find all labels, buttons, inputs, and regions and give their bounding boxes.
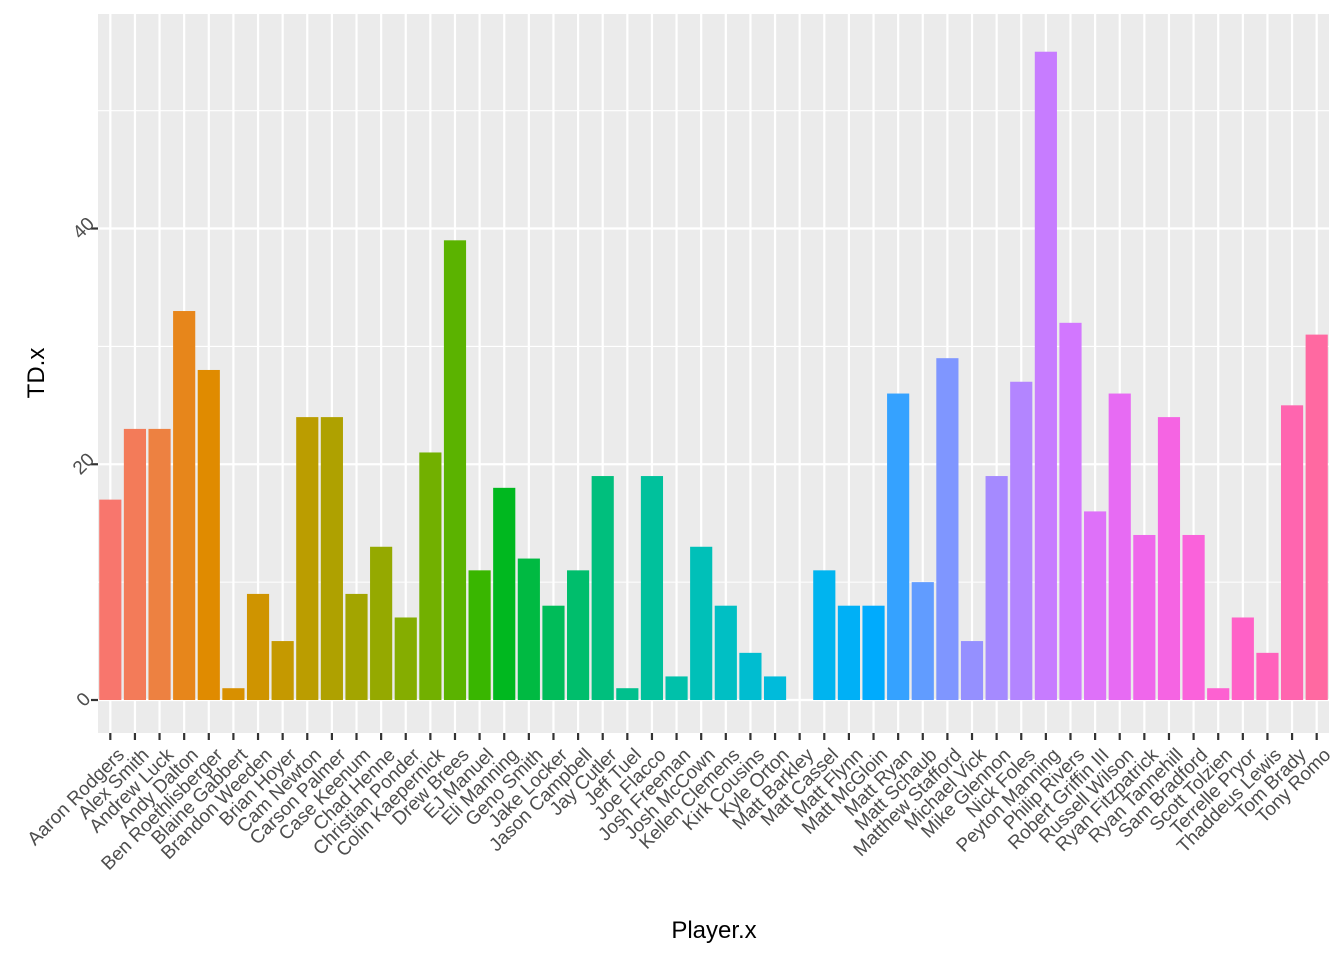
bar-drew-brees — [443, 240, 467, 700]
bar-brandon-weeden — [246, 593, 270, 700]
bar-mike-glennon — [985, 476, 1008, 700]
bar-matt-cassel — [813, 570, 836, 700]
bar-kirk-cousins — [739, 652, 762, 700]
bar-christian-ponder — [394, 617, 417, 700]
bar-russell-wilson — [1108, 393, 1131, 700]
bar-matthew-stafford — [936, 358, 959, 700]
bar-matt-mcgloin — [862, 605, 885, 700]
bar-ryan-tannehill — [1157, 417, 1181, 700]
bar-joe-flacco — [640, 476, 664, 700]
bar-aaron-rodgers — [99, 499, 122, 700]
bar-jason-campbell — [567, 570, 590, 700]
bar-philip-rivers — [1059, 322, 1082, 700]
bar-nick-foles — [1010, 381, 1033, 700]
bar-kyle-orton — [763, 676, 787, 700]
bar-tom-brady — [1280, 405, 1304, 700]
bar-scott-tolzien — [1207, 688, 1230, 700]
bar-case-keenum — [345, 593, 368, 700]
bar-jeff-tuel — [616, 688, 639, 700]
bar-jake-locker — [542, 605, 565, 700]
bar-brian-hoyer — [271, 641, 294, 700]
bar-tony-romo — [1305, 334, 1328, 700]
x-axis-title: Player.x — [671, 917, 756, 944]
bar-ryan-fitzpatrick — [1133, 534, 1156, 700]
bar-eli-manning — [493, 487, 516, 700]
bar-colin-kaepernick — [419, 452, 442, 700]
bar-ben-roethlisberger — [197, 369, 220, 700]
bar-josh-mccown — [690, 546, 713, 700]
bar-josh-freeman — [665, 676, 688, 700]
bar-terrelle-pryor — [1231, 617, 1254, 700]
bar-carson-palmer — [320, 417, 343, 700]
bar-robert-griffin-iii — [1084, 511, 1107, 700]
bar-thaddeus-lewis — [1256, 652, 1279, 700]
bar-matt-flynn — [837, 605, 860, 700]
bar-cam-newton — [296, 417, 319, 700]
bars — [99, 51, 1328, 700]
y-tick-label: 40 — [69, 214, 99, 244]
bar-geno-smith — [517, 558, 540, 700]
bar-matt-schaub — [911, 582, 934, 700]
bar-kellen-clemens — [714, 605, 737, 700]
bar-peyton-manning — [1034, 51, 1057, 700]
y-axis-title: TD.x — [23, 348, 50, 399]
bar-andrew-luck — [148, 428, 171, 700]
bar-matt-ryan — [887, 393, 910, 700]
bar-ej-manuel — [468, 570, 491, 700]
bar-blaine-gabbert — [222, 688, 245, 700]
bar-alex-smith — [123, 428, 147, 700]
bar-chad-henne — [370, 546, 393, 700]
bar-michael-vick — [960, 641, 984, 700]
bar-andy-dalton — [173, 311, 196, 700]
bar-sam-bradford — [1182, 534, 1205, 700]
y-tick-label: 20 — [69, 449, 99, 479]
bar-jay-cutler — [591, 476, 614, 700]
